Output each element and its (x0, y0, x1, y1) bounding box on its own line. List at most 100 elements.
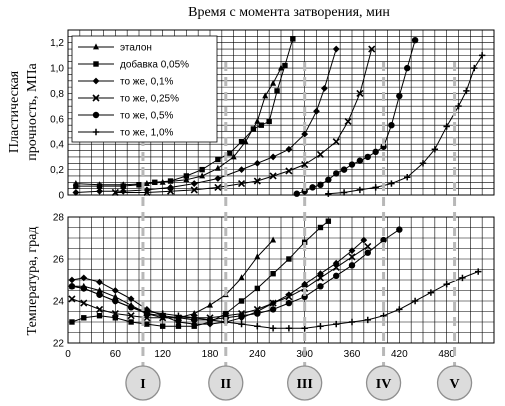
series (72, 45, 340, 196)
legend-box (71, 35, 218, 143)
y-tick-label: 28 (53, 213, 65, 224)
marker-diamond (96, 278, 103, 286)
marker-diamond (348, 247, 356, 254)
legend-label: то же, 1,0% (120, 128, 174, 139)
marker-plus (459, 274, 466, 282)
marker-square (128, 319, 134, 325)
marker-triangle (93, 43, 99, 50)
marker-x (348, 253, 356, 261)
marker-diamond (96, 187, 103, 195)
marker-circle (340, 166, 348, 173)
marker-diamond (92, 77, 100, 85)
x-tick-label: 120 (154, 349, 171, 360)
x-tick-label: 240 (249, 349, 266, 360)
marker-square (250, 126, 257, 132)
x-tick-label: 420 (391, 349, 408, 360)
marker-x (269, 299, 277, 307)
marker-square (96, 183, 103, 189)
temperature-plot-frame (67, 216, 495, 344)
marker-plus (471, 64, 478, 72)
marker-x (111, 310, 119, 318)
marker-diamond (190, 180, 198, 187)
marker-square (274, 88, 280, 94)
marker-diamond (313, 107, 320, 115)
marker-square (93, 61, 99, 67)
x-tick-label: 360 (344, 349, 361, 360)
marker-square (238, 298, 245, 304)
marker-plus (443, 281, 450, 288)
y-tick-label: 24 (53, 297, 65, 308)
marker-circle (254, 310, 261, 317)
marker-diamond (320, 84, 328, 92)
marker-plus (112, 297, 119, 305)
marker-diamond (80, 274, 88, 282)
marker-diamond (238, 166, 245, 174)
marker-plus (175, 312, 182, 319)
marker-x (92, 94, 100, 102)
marker-x (332, 138, 340, 146)
y-tick-label: 0,2 (50, 165, 64, 176)
marker-circle (404, 64, 411, 72)
marker-diamond (119, 187, 127, 195)
marker-square (112, 315, 119, 321)
marker-plus (317, 323, 324, 330)
marker-x (364, 242, 372, 250)
stage-label: V (449, 377, 459, 392)
marker-plus (285, 325, 293, 332)
strength-plot-frame (67, 29, 495, 196)
x-ticks: 060120180240300360420480 (65, 349, 455, 360)
marker-circle (380, 236, 387, 244)
marker-plus (143, 308, 151, 315)
marker-circle (293, 190, 300, 197)
marker-circle (333, 272, 340, 279)
legend-label: то же, 0,5% (120, 111, 174, 122)
marker-square (120, 183, 126, 189)
marker-plus (254, 323, 261, 330)
marker-diamond (269, 153, 277, 161)
marker-circle (396, 226, 403, 233)
marker-triangle (112, 293, 119, 300)
stage-badge (436, 365, 473, 401)
y-tick-label: 1,0 (50, 64, 64, 75)
marker-square (215, 156, 221, 163)
marker-circle (301, 187, 308, 195)
marker-plus (372, 184, 379, 191)
legend-item: то же, 0,25% (78, 94, 179, 105)
marker-triangle (207, 301, 213, 308)
series (68, 226, 403, 324)
marker-circle (92, 111, 100, 119)
marker-plus (396, 306, 403, 313)
series (69, 218, 332, 329)
marker-circle (317, 283, 324, 290)
x-tick-label: 180 (202, 349, 219, 360)
marker-circle (325, 176, 332, 183)
marker-triangle (96, 286, 103, 293)
marker-plus (301, 325, 308, 332)
stage-label: II (220, 377, 231, 392)
marker-diamond (175, 318, 182, 326)
marker-x (127, 312, 135, 320)
marker-x (269, 172, 277, 180)
strength-series (72, 36, 486, 197)
marker-plus (206, 316, 214, 324)
marker-circle (333, 170, 340, 177)
marker-x (143, 188, 151, 197)
marker-x (301, 160, 309, 169)
chart-title: Время с момента затворения, мин (188, 5, 390, 20)
legend-label: добавка 0,05% (120, 59, 189, 71)
stage-badge (287, 365, 323, 401)
y-tick-label: 0,6 (50, 114, 64, 125)
marker-plus (455, 102, 462, 110)
stage-label: I (140, 377, 145, 392)
legend-item: добавка 0,05% (78, 59, 189, 71)
marker-triangle (191, 310, 198, 316)
marker-diamond (167, 183, 174, 191)
marker-square (254, 285, 261, 292)
marker-square (167, 178, 174, 184)
marker-circle (285, 299, 293, 307)
marker-x (95, 305, 104, 313)
marker-plus (404, 174, 411, 181)
marker-triangle (270, 236, 277, 243)
y-tick-label: 0,8 (50, 89, 64, 100)
temperature-panel: Температура, град 22 24 26 28 (25, 213, 495, 350)
